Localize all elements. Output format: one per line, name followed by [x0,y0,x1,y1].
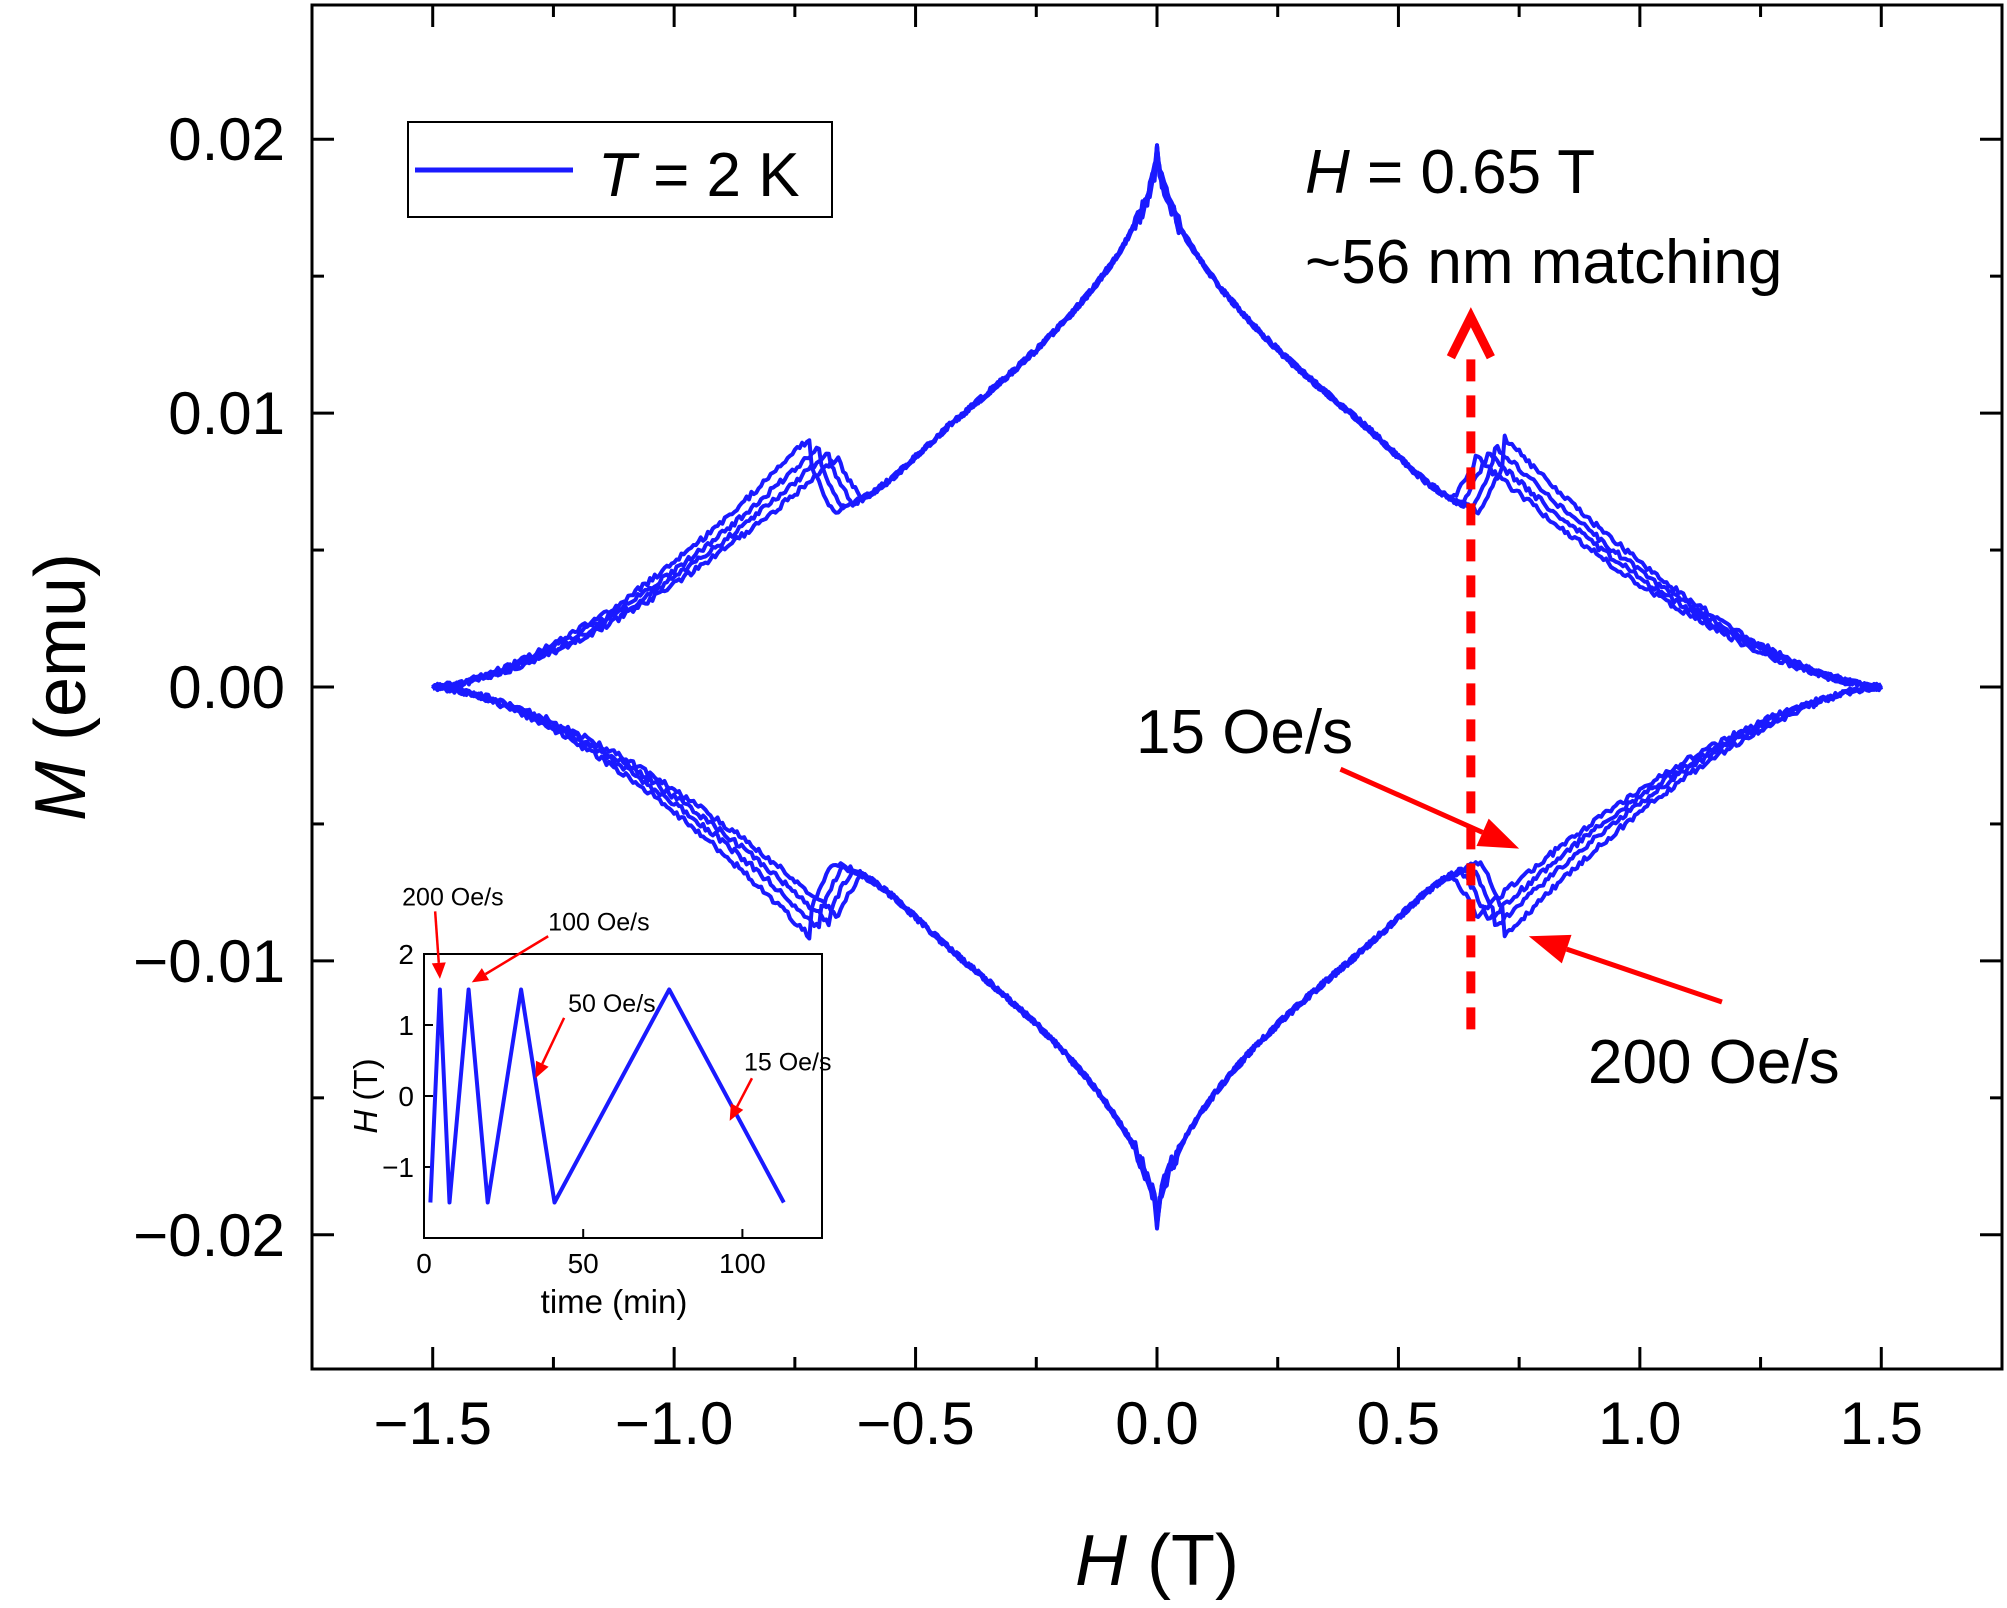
matching-field-label: H = 0.65 T [1305,138,1595,207]
rate-15-label: 15 Oe/s [1136,698,1353,767]
inset-x-tick-label: 0 [416,1248,432,1279]
x-tick-label: −1.5 [373,1390,491,1457]
inset-rate-label: 15 Oe/s [744,1048,832,1076]
inset-rate-arrow-1-head [471,968,490,983]
inset-x-tick-label: 50 [568,1248,599,1279]
inset-tick-labels: 0 50 100 −1 0 1 2 [382,939,766,1279]
inset-y-tick-label: 0 [398,1081,414,1112]
x-tick-label: 0.0 [1115,1390,1198,1457]
x-tick-label: 1.0 [1598,1390,1681,1457]
inset-rate-arrow-3-head [729,1103,744,1121]
rate-15-arrow-head [1476,818,1520,849]
inset-rate-label: 100 Oe/s [548,908,649,936]
main-series-group [431,143,1884,1231]
y-tick-label: −0.02 [133,1202,285,1269]
inset-rate-arrow-1-shaft [484,935,549,976]
rate-200-arrow-head [1528,934,1572,964]
inset-panel: 0 50 100 −1 0 1 2 time (min) H (T) 200 Oe/s 100… [347,883,832,1320]
inset-series-group [428,987,786,1205]
inset-y-tick-label: 2 [398,939,414,970]
inset-x-axis-title: time (min) [541,1283,688,1320]
series-line-lower-50-oe-s [431,682,1884,1231]
series-line-lower-15-oe-s [431,682,1883,1223]
rate-15-arrow-shaft [1339,766,1484,835]
series-line-upper-15-oe-s [432,155,1883,691]
main-tick-labels: −1.5 −1.0 −0.5 0.0 0.5 1.0 1.5 −0.02 −0.01 0.00 0.… [133,106,1923,1457]
matching-field-sublabel: ~56 nm matching [1305,228,1782,297]
main-annotations [1339,307,1723,1030]
x-tick-label: 0.5 [1357,1390,1440,1457]
x-tick-label: 1.5 [1840,1390,1923,1457]
inset-x-tick-label: 100 [719,1248,766,1279]
inset-rate-arrow-0-shaft [433,911,441,963]
inset-rate-arrow-2-shaft [541,1017,566,1065]
legend-label: T = 2 K [598,141,800,210]
legend: T = 2 K [407,121,833,218]
series-line-upper-100-oe-s [431,143,1883,692]
y-tick-label: 0.00 [168,654,285,721]
y-tick-label: 0.02 [168,106,285,173]
inset-annotations: 200 Oe/s 100 Oe/s 50 Oe/s 15 Oe/s [402,883,832,1121]
inset-y-axis-title: H (T) [347,1058,384,1133]
inset-axis-ticks [423,953,744,1238]
y-tick-label: −0.01 [133,928,285,995]
inset-rate-label: 50 Oe/s [568,990,656,1018]
x-tick-label: −0.5 [856,1390,974,1457]
rate-200-label: 200 Oe/s [1588,1028,1840,1097]
x-axis-title: H (T) [1075,1521,1239,1601]
series-line-upper-50-oe-s [431,143,1883,691]
inset-rate-arrow-3-shaft [735,1077,754,1108]
inset-rate-arrow-2-head [535,1060,549,1079]
y-axis-title: M (emu) [21,553,101,821]
main-axis-ticks [312,5,2002,1369]
inset-series-line [428,987,786,1205]
inset-rate-arrow-0-head [431,962,446,979]
rate-200-arrow-shaft [1565,946,1723,1005]
matching-field-arrowhead [1446,307,1495,360]
inset-rate-label: 200 Oe/s [402,883,503,911]
y-tick-label: 0.01 [168,380,285,447]
x-tick-label: −1.0 [615,1390,733,1457]
inset-y-tick-label: −1 [382,1152,414,1183]
inset-y-tick-label: 1 [398,1010,414,1041]
